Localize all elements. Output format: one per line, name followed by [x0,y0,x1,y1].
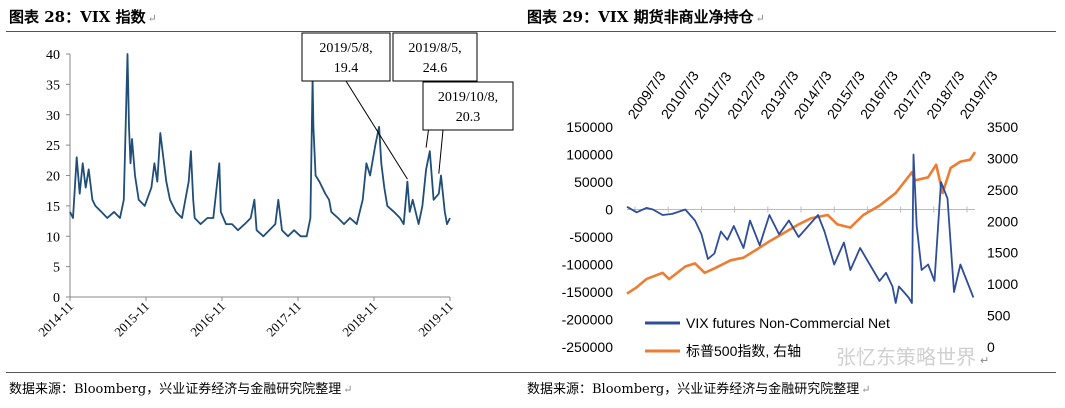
top-divider [6,31,1056,32]
x-tick-label: 2019-11 [415,299,456,340]
legend-label: VIX futures Non-Commercial Net [686,315,890,331]
y-tick-label: 30 [46,109,60,124]
vix-net-series-line [626,153,975,304]
y-tick-label: 40 [46,48,60,63]
y-tick-label: 25 [46,139,60,154]
legend-label: 标普500指数, 右轴 [686,343,801,359]
y-tick-label: 0 [53,291,60,306]
y-tick-label: 15 [46,200,60,215]
annotation-value: 19.4 [334,61,359,76]
y2-tick-label: 0 [987,339,995,355]
annotation-value: 24.6 [423,61,448,76]
x-tick-label: 2016-11 [187,299,228,340]
left-source-note: 数据来源：Bloomberg，兴业证券经济与金融研究院整理 ↵ [9,382,353,397]
annotation-leader [438,129,444,174]
y2-tick-label: 3000 [987,150,1018,166]
y-tick-label: 100000 [566,147,613,163]
annotation-box [301,32,391,82]
y-tick-label: -200000 [562,312,614,328]
y2-tick-label: 2000 [987,213,1018,229]
y-tick-label: 10 [46,230,60,245]
y-tick-label: 35 [46,78,60,93]
sp500-series-line [626,151,977,295]
right-source-note: 数据来源：Bloomberg，兴业证券经济与金融研究院整理 ↵ [527,382,871,397]
annotation-date: 2019/8/5, [408,41,461,56]
x-tick-label: 2018-11 [339,299,380,340]
left-chart-title: 图表 28：VIX 指数 ↵ [9,8,157,26]
annotation-box [392,32,478,82]
y-tick-label: 20 [46,170,60,185]
annotation-box [422,81,514,131]
annotation-value: 20.3 [456,110,481,125]
vix-net-position-chart: -250000 -200000 -150000 -100000 -50000 0 50000… [562,68,1019,359]
annotation-date: 2019/10/8, [438,90,498,105]
y-tick-label: -150000 [562,284,614,300]
y-tick-label: -250000 [562,339,614,355]
watermark: 张忆东策略世界 ↵ [836,345,990,369]
vix-series-line [69,53,451,238]
annotation-leader [345,80,408,180]
y-tick-label: 5 [53,261,60,276]
right-chart-title: 图表 29：VIX 期货非商业净持仓 ↵ [527,8,765,26]
y-tick-label: 50000 [574,174,613,190]
bottom-divider [6,372,1056,373]
y-tick-label: 150000 [566,119,613,135]
y-tick-label: 0 [605,202,613,218]
x-tick-label: 2015-11 [111,299,152,340]
y-tick-label: -100000 [562,257,614,273]
x-tick-label: 2017-11 [263,299,304,340]
y2-tick-label: 1500 [987,245,1018,261]
y2-tick-label: 500 [987,308,1011,324]
y2-tick-label: 2500 [987,182,1018,198]
y-tick-label: -50000 [569,229,613,245]
y2-tick-label: 3500 [987,119,1018,135]
annotation-date: 2019/5/8, [319,41,372,56]
y2-tick-label: 1000 [987,276,1018,292]
